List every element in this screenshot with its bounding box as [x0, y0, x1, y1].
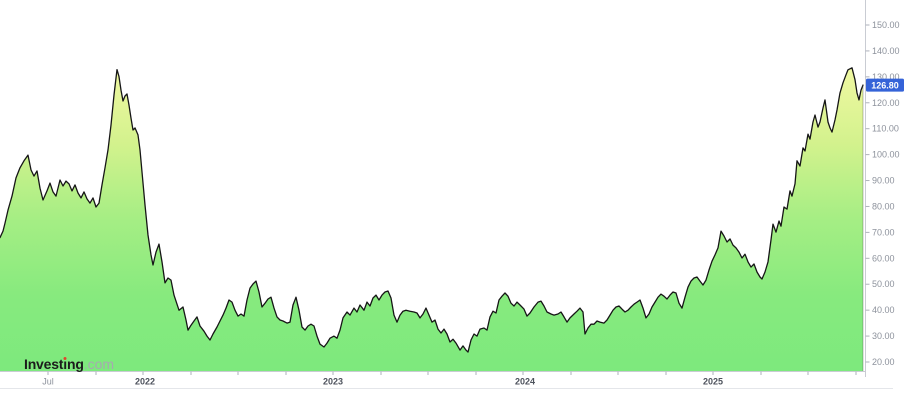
svg-text:120.00: 120.00 — [872, 98, 900, 108]
svg-text:50.00: 50.00 — [872, 279, 895, 289]
svg-text:30.00: 30.00 — [872, 331, 895, 341]
x-axis[interactable]: Jul 2022 2023 2024 2025 — [0, 371, 893, 389]
logo-red-dot-i: ı — [63, 356, 67, 372]
x-axis-label: Jul — [42, 377, 54, 387]
price-line — [0, 67, 864, 353]
svg-text:60.00: 60.00 — [872, 253, 895, 263]
investing-logo-text: Investıng — [24, 356, 84, 372]
investing-logo: Investıng.com — [24, 356, 114, 372]
last-price-badge — [866, 78, 904, 92]
svg-text:70.00: 70.00 — [872, 227, 895, 237]
price-area — [0, 67, 863, 372]
svg-text:130.00: 130.00 — [872, 72, 900, 82]
svg-text:80.00: 80.00 — [872, 201, 895, 211]
svg-text:90.00: 90.00 — [872, 176, 895, 186]
svg-text:100.00: 100.00 — [872, 150, 900, 160]
svg-text:40.00: 40.00 — [872, 305, 895, 315]
svg-text:140.00: 140.00 — [872, 46, 900, 56]
x-axis-label: 2025 — [703, 377, 723, 387]
x-axis-label: 2022 — [135, 377, 155, 387]
y-axis[interactable]: 150.00 140.00 130.00 120.00 110.00 100.00 90.0… — [865, 0, 900, 377]
investing-logo-suffix: .com — [83, 356, 115, 372]
svg-text:20.00: 20.00 — [872, 357, 895, 367]
last-price-label: 126.80 — [871, 80, 899, 90]
svg-text:110.00: 110.00 — [872, 124, 899, 134]
svg-text:150.00: 150.00 — [872, 20, 900, 30]
x-axis-label: 2023 — [323, 377, 343, 387]
x-axis-label: 2024 — [515, 377, 535, 387]
last-price-badge-group: 126.80 — [866, 78, 904, 92]
